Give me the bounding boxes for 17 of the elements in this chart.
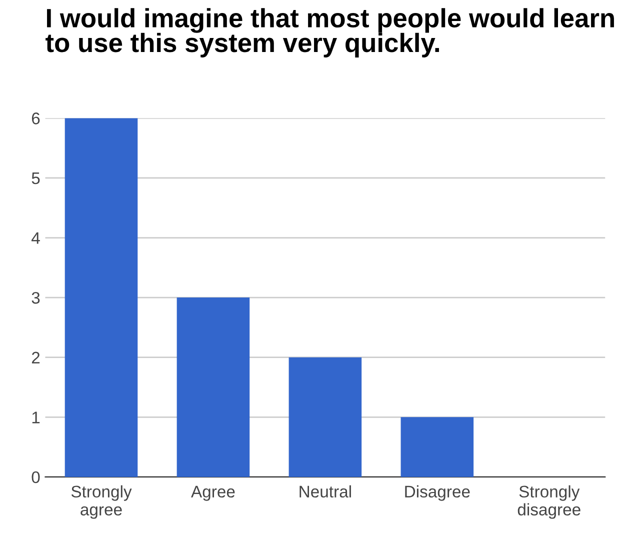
chart-title: I would imagine that most people would learn to use this system very quickly. [46,8,614,58]
y-tick-label: 2 [32,352,40,364]
y-tick-label: 3 [32,292,40,304]
y-tick-label: 0 [32,471,40,484]
bar [400,417,474,477]
y-tick-label: 1 [32,412,40,424]
x-tick-label: Neutral [300,485,351,498]
y-tick-label: 4 [32,232,40,244]
x-tick-label: Disagree [405,485,470,501]
bar [288,357,362,477]
x-tick-label: Strongly agree [71,485,132,519]
bar [176,298,250,477]
x-tick-label: Strongly disagree [518,485,580,519]
y-tick-label: 5 [32,172,40,184]
y-tick-label: 6 [32,112,40,124]
x-tick-label: Agree [191,486,235,501]
bar [64,118,138,477]
